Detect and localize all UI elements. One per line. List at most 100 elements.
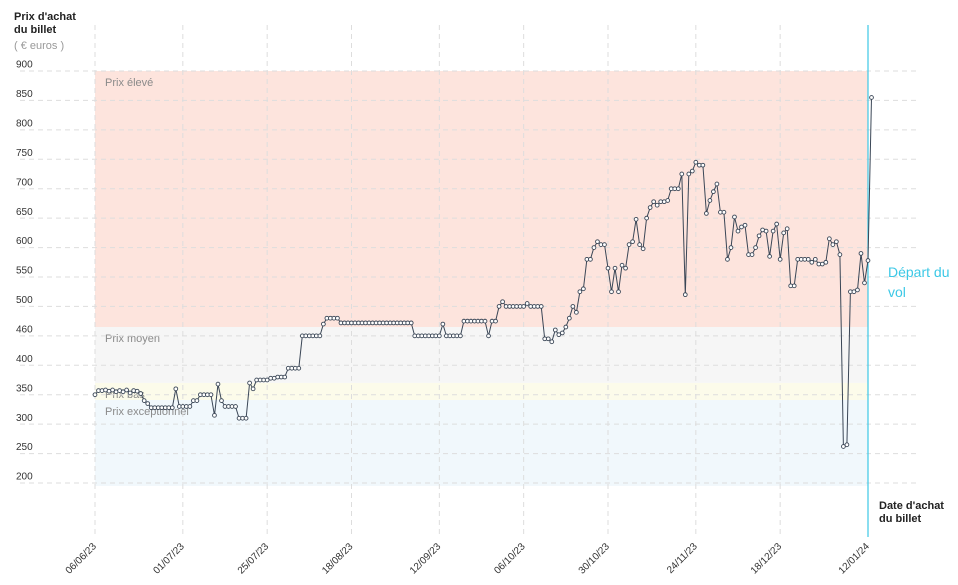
zone-label: Prix élevé [105,77,153,89]
point [812,256,818,262]
point [436,333,442,339]
point [742,222,748,228]
point [233,404,238,409]
point [500,299,505,305]
x-tick-label: 01/07/23 [152,541,188,577]
point [834,239,839,245]
point [321,321,326,327]
point [675,186,681,192]
point [173,386,179,392]
point [823,259,829,265]
point [602,242,607,247]
x-axis-title: Date d'achat du billet [879,500,944,525]
point [458,333,463,339]
point [208,392,214,398]
zone-label: Prix moyen [105,333,160,345]
y-tick-label: 400 [16,354,33,365]
y-tick-label: 750 [16,148,33,159]
point [844,442,850,448]
point [619,262,625,268]
point [243,415,249,421]
point [791,283,797,289]
point [141,398,147,403]
point [138,391,144,396]
point [630,239,635,245]
point [728,245,734,250]
point [704,211,709,216]
point [679,171,685,177]
point [250,386,256,392]
y-tick-label: 250 [16,442,33,453]
point [545,336,551,342]
x-tick-label: 06/06/23 [64,541,100,577]
point [841,444,846,449]
point [770,228,776,234]
annotation-text: Départ du vol [888,264,950,300]
point [570,304,576,309]
point [296,365,302,371]
point [556,332,562,338]
point [92,392,98,398]
zone-label: Prix exceptionnel [105,406,189,418]
y-tick-label: 460 [16,324,33,335]
point [264,377,270,383]
y-axis-title: Prix d'achat du billet [14,11,76,36]
point [219,398,224,403]
point [549,339,555,345]
point [215,381,221,387]
point [725,256,730,262]
point [682,292,688,298]
x-tick-label: 18/08/23 [320,541,356,577]
point [482,318,488,324]
point [626,242,632,247]
point [830,242,836,247]
point [566,315,572,321]
y-tick-label: 550 [16,266,33,277]
point [753,245,758,250]
point [633,216,639,222]
point [805,256,811,262]
point [819,261,825,267]
point [689,168,695,174]
y-tick-label: 800 [16,118,33,129]
point [809,259,815,265]
point [588,256,593,262]
point [739,224,744,230]
y-tick-label: 200 [16,472,33,483]
point [826,236,832,242]
point [212,412,217,418]
x-tick-label: 12/09/23 [408,541,444,577]
point [169,405,175,411]
point [581,286,586,292]
point [440,321,446,327]
point [756,233,762,239]
point [574,309,579,315]
point [858,251,864,256]
point [851,289,857,295]
point [559,330,565,336]
point [612,265,618,271]
point [711,189,716,195]
point [595,239,600,245]
point [714,181,720,187]
point [616,289,621,295]
y-tick-label: 700 [16,177,33,188]
x-tick-label: 06/10/23 [492,541,528,577]
point [700,162,706,168]
y-axis-unit: ( € euros ) [14,40,65,52]
point [686,171,692,177]
y-tick-label: 900 [16,60,33,71]
point [640,246,646,252]
point [654,202,660,208]
point [609,289,614,295]
y-tick-label: 350 [16,383,33,394]
point [282,374,288,380]
point [665,198,671,203]
point [637,242,642,247]
point [784,226,790,232]
point [120,389,126,395]
point [763,228,769,234]
point [187,404,193,409]
point [651,199,657,205]
point [408,320,414,326]
